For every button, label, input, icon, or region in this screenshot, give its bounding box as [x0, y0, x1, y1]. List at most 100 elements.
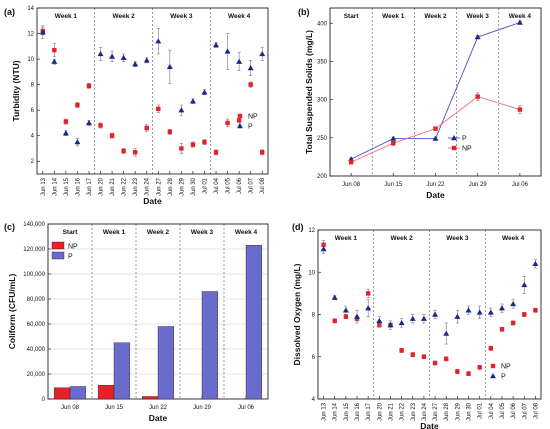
x-tick-label: Jul 06 — [238, 405, 255, 411]
point-p — [474, 34, 481, 40]
point-p — [132, 61, 139, 67]
bar-np — [141, 396, 159, 400]
x-tick-label: Jun 15 — [105, 405, 124, 411]
point-p — [420, 315, 427, 321]
x-tick-label: Jun 17 — [87, 177, 93, 196]
y-tick-label: 8 — [31, 83, 35, 89]
legend-label: P — [501, 374, 506, 381]
legend-label: NP — [248, 114, 258, 121]
x-tick-label: Jul 04 — [214, 177, 220, 194]
point-np — [517, 107, 523, 112]
section-label: Week 2 — [112, 13, 135, 20]
y-tick-label: 20,000 — [27, 372, 46, 378]
point-p — [259, 50, 266, 57]
y-tick-label: 4 — [31, 134, 35, 140]
point-np — [167, 129, 173, 135]
x-tick-label: Jul 07 — [522, 402, 528, 419]
x-tick-label: Jun 08 — [342, 182, 361, 188]
x-tick-label: Jun 29 — [469, 182, 488, 188]
y-tick-label: 120,000 — [23, 247, 45, 253]
x-tick-label: Jul 08 — [533, 402, 539, 419]
legend-marker — [237, 113, 243, 119]
x-tick-label: Jun 14 — [52, 177, 58, 196]
point-p — [510, 300, 517, 307]
point-np — [421, 354, 427, 359]
point-p — [465, 307, 472, 313]
x-tick-label: Jun 27 — [433, 402, 439, 421]
point-p — [487, 309, 494, 315]
point-p — [39, 29, 46, 35]
legend: NP P — [237, 114, 258, 131]
y-tick-label: 6 — [31, 108, 35, 114]
x-axis-label: Date — [420, 421, 439, 429]
section-label: Week 1 — [55, 13, 78, 20]
y-tick-label: 10 — [27, 57, 34, 63]
point-p — [521, 281, 528, 288]
point-p — [85, 119, 92, 126]
point-np — [499, 327, 505, 332]
point-p — [109, 53, 116, 59]
section-label: Week 1 — [382, 13, 405, 20]
point-p — [342, 307, 349, 313]
x-tick-label: Jul 01 — [202, 177, 208, 194]
point-p — [390, 135, 397, 141]
legend-swatch — [51, 251, 65, 260]
x-tick-label: Jun 29 — [455, 402, 461, 421]
section-label: Week 2 — [424, 13, 447, 20]
x-tick-label: Jun 23 — [133, 177, 139, 196]
x-tick-label: Jun 15 — [64, 177, 70, 196]
x-tick-label: Jul 06 — [512, 182, 529, 188]
bar-p — [245, 245, 263, 400]
point-np — [410, 352, 415, 357]
point-np — [432, 360, 438, 366]
x-tick-label: Jun 28 — [168, 177, 174, 196]
panel-d: Week 1 Week 2 Week 3 Week 4 4 6 8 10 12 Jun 13 Jun… — [292, 222, 542, 429]
x-tick-label: Jun 08 — [61, 405, 80, 411]
point-np — [444, 356, 449, 362]
point-np — [132, 150, 138, 155]
x-tick-label: Jul 06 — [511, 402, 517, 419]
point-np — [75, 102, 80, 108]
point-np — [179, 146, 184, 151]
y-tick-label: 10 — [308, 270, 315, 276]
point-p — [354, 313, 361, 319]
point-np — [260, 150, 265, 155]
x-tick-label: Jun 30 — [191, 177, 197, 196]
point-np — [225, 120, 230, 126]
legend-swatch — [51, 241, 65, 250]
legend: NP P — [51, 241, 78, 261]
x-tick-label: Jul 01 — [478, 402, 484, 419]
x-tick-label: Jun 22 — [426, 182, 445, 188]
legend-label: NP — [501, 364, 511, 371]
x-tick-label: Jun 15 — [384, 182, 403, 188]
bar-np — [97, 385, 115, 400]
legend-label: NP — [68, 244, 78, 251]
point-np — [52, 47, 57, 53]
panel-label: (d) — [292, 222, 304, 232]
point-p — [97, 50, 104, 57]
section-label: Week 1 — [335, 235, 358, 242]
bar-p — [69, 386, 87, 400]
section-label: Week 2 — [390, 235, 413, 242]
point-p — [236, 58, 243, 64]
panel-a: Week 1 Week 2 Week 3 Week 4 2 4 6 8 10 12 14 Jun 13… — [4, 6, 269, 206]
point-p — [155, 38, 162, 44]
legend-label: P — [462, 136, 467, 143]
y-tick-label: 12 — [27, 32, 34, 38]
point-np — [156, 106, 161, 112]
point-p — [224, 48, 231, 54]
section-label: Start — [344, 13, 360, 20]
panel-label: (a) — [4, 7, 15, 17]
bar-p — [157, 326, 175, 400]
y-tick-label: 4 — [312, 397, 316, 403]
point-p — [74, 139, 81, 145]
point-np — [533, 308, 538, 313]
x-tick-label: Jun 30 — [467, 402, 473, 421]
legend: P NP — [448, 135, 472, 153]
x-tick-label: Jun 29 — [193, 405, 212, 411]
y-tick-label: 100,000 — [23, 272, 45, 278]
x-tick-label: Jun 13 — [322, 402, 328, 421]
point-p — [331, 294, 338, 300]
y-tick-label: 6 — [312, 355, 316, 361]
